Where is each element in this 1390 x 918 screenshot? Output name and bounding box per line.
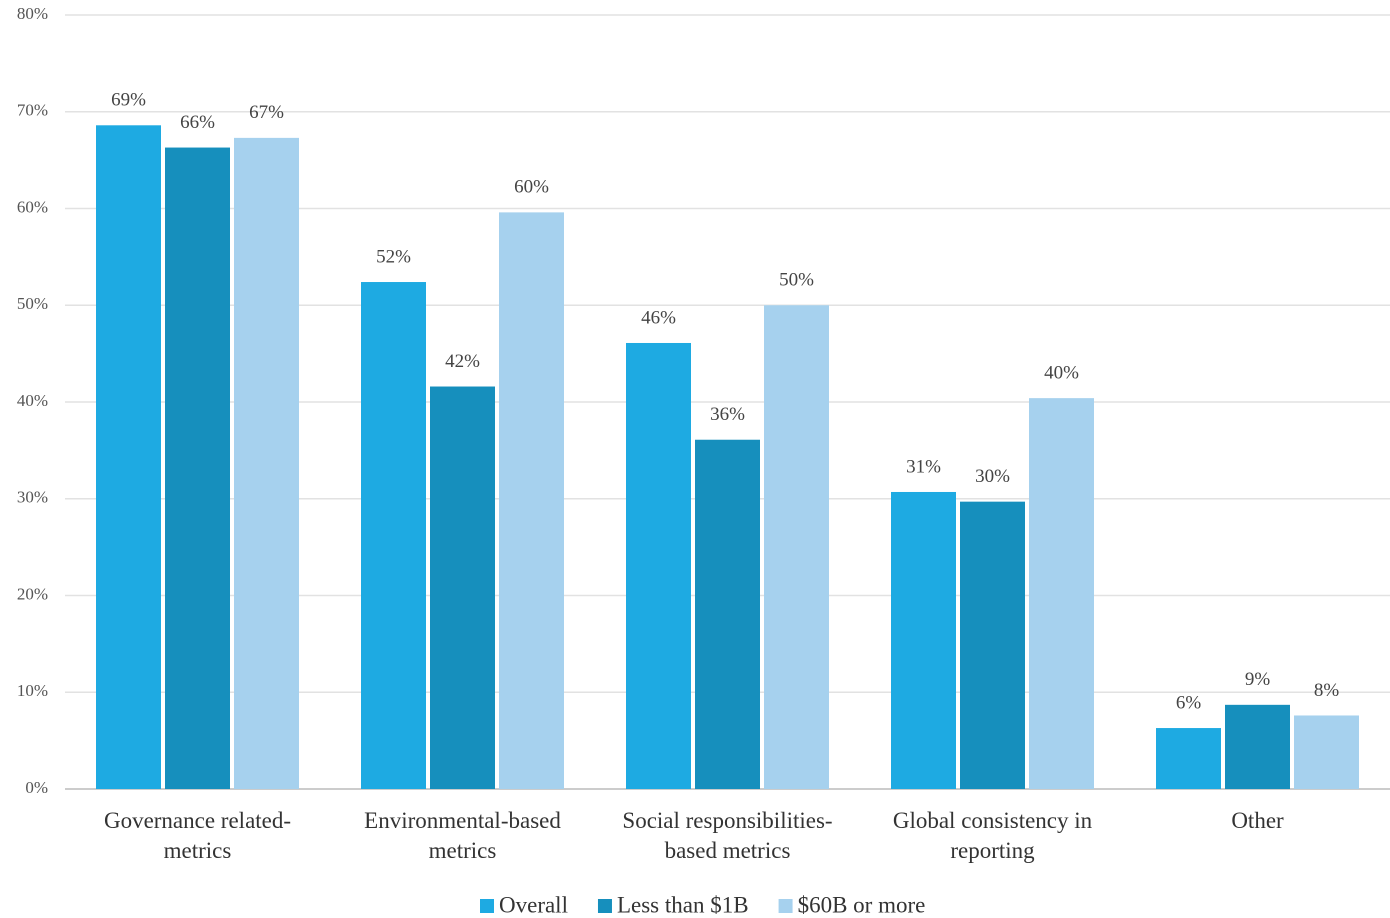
value-label: 31% (906, 456, 941, 477)
bar (960, 501, 1025, 789)
bar (695, 439, 760, 789)
y-tick-label: 30% (17, 488, 48, 507)
bar (96, 125, 161, 790)
y-tick-label: 40% (17, 391, 48, 410)
x-tick-label: Environmental-based metrics (364, 808, 561, 863)
bar (234, 137, 299, 789)
value-label: 60% (514, 177, 549, 198)
value-label: 9% (1245, 669, 1271, 690)
legend-label: Overall (499, 892, 568, 917)
value-label: 42% (445, 351, 480, 372)
legend-label: $60B or more (798, 892, 926, 917)
x-tick-label: Other (1231, 808, 1284, 833)
bar (626, 342, 691, 789)
x-tick-label: Governance related-metrics (104, 808, 291, 863)
y-tick-label: 0% (25, 778, 48, 797)
bar (361, 282, 426, 789)
y-tick-label: 10% (17, 681, 48, 700)
bar (499, 212, 564, 789)
legend-swatch (480, 899, 494, 913)
legend-label: Less than $1B (617, 892, 749, 917)
value-label: 36% (710, 404, 745, 425)
y-tick-label: 60% (17, 197, 48, 216)
value-label: 50% (779, 270, 814, 291)
value-label: 46% (641, 307, 676, 328)
bar (430, 386, 495, 789)
x-tick-label: Global consistency in reporting (893, 808, 1093, 863)
value-label: 8% (1314, 680, 1340, 701)
bar (1029, 398, 1094, 789)
y-tick-label: 50% (17, 294, 48, 313)
value-label: 69% (111, 90, 146, 111)
value-label: 67% (249, 102, 284, 123)
bar (891, 491, 956, 789)
bar (165, 147, 230, 790)
y-tick-label: 70% (17, 101, 48, 120)
bar (1294, 715, 1359, 789)
bar (1225, 704, 1290, 789)
value-label: 52% (376, 246, 411, 267)
value-label: 6% (1176, 692, 1202, 713)
y-tick-label: 20% (17, 584, 48, 603)
value-label: 40% (1044, 362, 1079, 383)
value-label: 66% (180, 112, 215, 133)
bar (1156, 728, 1221, 789)
value-label: 30% (975, 466, 1010, 487)
legend-swatch (778, 899, 793, 913)
y-tick-label: 80% (17, 4, 48, 23)
legend-swatch (597, 899, 612, 913)
x-tick-label: Social responsibilities-based metrics (622, 808, 832, 863)
bar (764, 305, 829, 789)
